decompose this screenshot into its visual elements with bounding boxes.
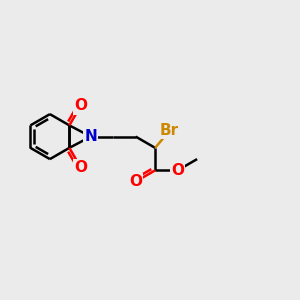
Text: O: O — [74, 98, 87, 113]
Text: N: N — [84, 129, 97, 144]
Text: O: O — [171, 163, 184, 178]
Text: Br: Br — [160, 123, 179, 138]
Text: O: O — [129, 174, 142, 189]
Text: O: O — [74, 160, 87, 175]
